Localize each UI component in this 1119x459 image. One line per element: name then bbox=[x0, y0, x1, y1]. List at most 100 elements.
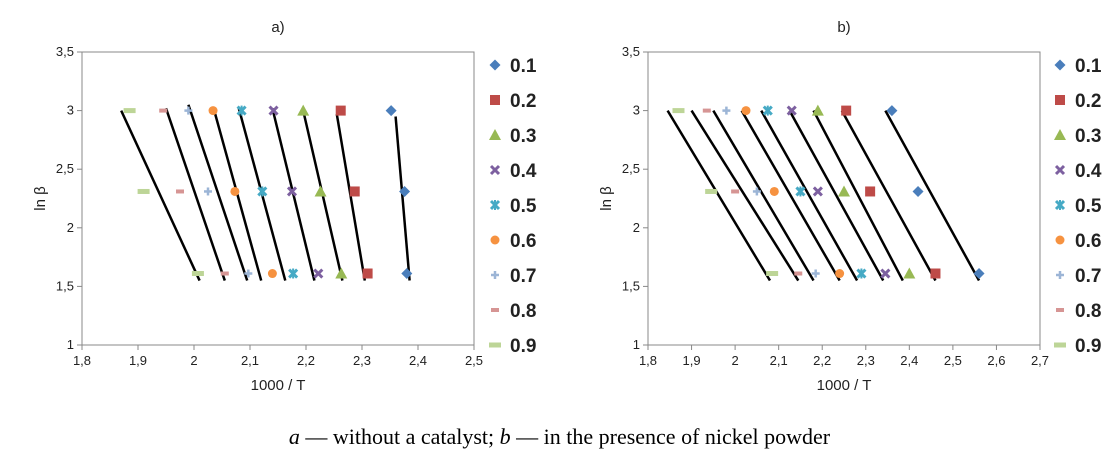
data-point-b-0.1 bbox=[886, 105, 898, 117]
data-point-a-0.7 bbox=[204, 187, 212, 196]
data-point-b-0.4 bbox=[786, 105, 797, 116]
legend-marker-a bbox=[491, 308, 499, 312]
x-tick-label-b: 2,2 bbox=[813, 353, 831, 368]
y-tick-label-a: 1 bbox=[67, 337, 74, 352]
legend-label-b: 0.6 bbox=[1075, 231, 1101, 252]
x-tick-label-b: 1,8 bbox=[639, 353, 657, 368]
x-tick-label-a: 2,5 bbox=[465, 353, 483, 368]
x-axis-title-b: 1000 / T bbox=[817, 377, 872, 394]
fit-line-b bbox=[788, 109, 885, 282]
data-point-a-0.9 bbox=[123, 108, 136, 114]
legend-label-a: 0.7 bbox=[510, 266, 536, 287]
y-tick-label-b: 1,5 bbox=[622, 278, 640, 293]
x-tick-label-a: 2,1 bbox=[241, 353, 259, 368]
x-tick-label-a: 2,3 bbox=[353, 353, 371, 368]
data-point-b-0.4 bbox=[880, 268, 891, 279]
y-tick-label-b: 1 bbox=[633, 337, 640, 352]
legend-label-a: 0.1 bbox=[510, 56, 537, 77]
y-axis-title-a: ln β bbox=[32, 186, 49, 211]
fit-line-b bbox=[760, 109, 859, 282]
x-tick-label-b: 2,4 bbox=[900, 353, 918, 368]
data-point-b-0.3 bbox=[903, 267, 916, 279]
y-axis-title-b: ln β bbox=[598, 186, 615, 211]
data-point-a-0.2 bbox=[362, 268, 373, 279]
caption-letter-a: a bbox=[288, 424, 300, 449]
x-tick-label-a: 2,4 bbox=[409, 353, 427, 368]
legend-label-a: 0.3 bbox=[510, 126, 536, 147]
data-point-a-0.4 bbox=[268, 105, 279, 116]
x-tick-label-a: 2 bbox=[190, 353, 197, 368]
x-tick-label-b: 2,7 bbox=[1031, 353, 1049, 368]
data-point-b-0.2 bbox=[841, 105, 852, 116]
legend-marker-a bbox=[491, 271, 499, 279]
data-point-a-0.5 bbox=[257, 186, 268, 197]
data-point-a-0.9 bbox=[137, 188, 150, 194]
x-tick-label-a: 1,8 bbox=[73, 353, 91, 368]
legend-label-b: 0.8 bbox=[1075, 301, 1101, 322]
data-point-a-0.3 bbox=[335, 267, 348, 279]
data-point-a-0.4 bbox=[313, 268, 324, 279]
data-point-b-0.4 bbox=[812, 186, 823, 197]
fit-line-a bbox=[187, 104, 249, 281]
data-point-a-0.7 bbox=[184, 106, 193, 115]
legend-label-a: 0.5 bbox=[510, 196, 537, 217]
legend-marker-b bbox=[1054, 342, 1066, 348]
legend-marker-b bbox=[1054, 59, 1066, 71]
legend-label-b: 0.5 bbox=[1075, 196, 1102, 217]
data-point-b-0.8 bbox=[794, 271, 803, 276]
data-point-b-0.6 bbox=[741, 106, 751, 116]
legend-label-b: 0.3 bbox=[1075, 126, 1101, 147]
caption-letter-b: b bbox=[499, 424, 511, 449]
chart-title-a: a) bbox=[271, 19, 284, 36]
legend-label-a: 0.4 bbox=[510, 161, 537, 182]
fit-line-a bbox=[164, 107, 226, 281]
legend-label-a: 0.2 bbox=[510, 91, 536, 112]
legend-marker-a bbox=[489, 199, 501, 211]
data-point-b-0.8 bbox=[731, 189, 740, 194]
y-tick-label-a: 3 bbox=[67, 103, 74, 118]
legend-label-b: 0.4 bbox=[1075, 161, 1102, 182]
data-point-b-0.7 bbox=[811, 269, 820, 278]
legend-label-b: 0.1 bbox=[1075, 56, 1102, 77]
legend-label-a: 0.6 bbox=[510, 231, 536, 252]
y-tick-label-a: 2,5 bbox=[56, 161, 74, 176]
y-tick-label-b: 3,5 bbox=[622, 44, 640, 59]
x-tick-label-b: 1,9 bbox=[683, 353, 701, 368]
data-point-b-0.6 bbox=[769, 186, 779, 196]
data-point-a-0.5 bbox=[236, 105, 247, 116]
data-point-a-0.1 bbox=[385, 105, 397, 117]
legend-marker-b bbox=[1054, 199, 1066, 211]
fit-line-b bbox=[740, 109, 841, 282]
legend-label-b: 0.7 bbox=[1075, 266, 1101, 287]
fit-line-b bbox=[812, 110, 904, 282]
x-tick-label-b: 2,3 bbox=[857, 353, 875, 368]
data-point-b-0.1 bbox=[973, 268, 985, 280]
data-point-b-0.3 bbox=[811, 104, 824, 116]
data-point-a-0.5 bbox=[288, 268, 299, 279]
legend-marker-a bbox=[489, 59, 501, 71]
data-point-b-0.5 bbox=[762, 105, 773, 116]
fit-line-b bbox=[690, 109, 800, 282]
caption-text-a: — without a catalyst; bbox=[299, 424, 500, 449]
data-point-b-0.5 bbox=[795, 186, 806, 197]
fit-line-a bbox=[120, 110, 201, 282]
legend-label-a: 0.9 bbox=[510, 336, 536, 357]
data-point-a-0.8 bbox=[220, 271, 229, 276]
legend-marker-a bbox=[489, 129, 501, 140]
data-point-a-0.8 bbox=[176, 189, 184, 194]
data-point-b-0.3 bbox=[838, 185, 850, 197]
data-point-b-0.9 bbox=[705, 188, 718, 194]
figure-caption: a — without a catalyst; b — in the prese… bbox=[0, 424, 1119, 450]
legend-marker-a bbox=[489, 164, 501, 176]
legend-label-a: 0.8 bbox=[510, 301, 536, 322]
legend-label-b: 0.2 bbox=[1075, 91, 1101, 112]
data-point-a-0.7 bbox=[244, 269, 253, 278]
plot-area-b bbox=[647, 51, 1041, 346]
data-point-b-0.6 bbox=[835, 269, 845, 279]
caption-text-b: — in the presence of nickel powder bbox=[510, 424, 831, 449]
legend-marker-a bbox=[489, 342, 501, 348]
legend-marker-b bbox=[1055, 95, 1065, 105]
data-point-a-0.1 bbox=[401, 268, 413, 280]
data-point-a-0.6 bbox=[230, 186, 240, 196]
